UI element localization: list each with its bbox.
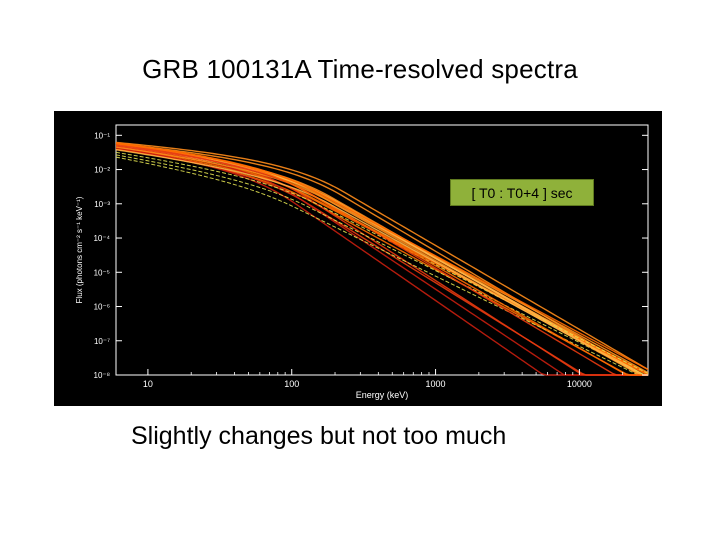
spectrum-line-20 bbox=[115, 145, 648, 376]
x-tick-label: 10000 bbox=[567, 379, 592, 389]
spectrum-line-21 bbox=[115, 148, 648, 376]
y-axis-label: Flux (photons cm⁻² s⁻¹ keV⁻¹) bbox=[75, 196, 84, 303]
x-axis: 10 100 1000 10000 bbox=[143, 369, 624, 389]
spectrum-line-7 bbox=[115, 141, 649, 370]
x-tick-label: 1000 bbox=[426, 379, 446, 389]
x-tick-label: 100 bbox=[284, 379, 299, 389]
x-axis-label: Energy (keV) bbox=[356, 390, 409, 400]
y-tick-label: 10⁻⁶ bbox=[94, 303, 110, 312]
y-tick-label: 10⁻² bbox=[94, 166, 110, 175]
spectrum-line-17 bbox=[115, 151, 649, 374]
spectrum-line-4 bbox=[115, 142, 648, 376]
plot-frame bbox=[115, 124, 649, 376]
spectrum-line-15 bbox=[115, 154, 649, 376]
slide-title: GRB 100131A Time-resolved spectra bbox=[142, 54, 578, 84]
y-tick-label: 10⁻⁴ bbox=[93, 234, 110, 243]
caption-text: Slightly changes but not too much bbox=[131, 422, 507, 450]
y-axis: 10⁻¹ 10⁻² 10⁻³ 10⁻⁴ 10⁻⁵ 10⁻⁶ 10⁻⁷ 10⁻⁸ bbox=[93, 131, 648, 380]
y-tick-label: 10⁻⁸ bbox=[94, 371, 111, 380]
y-tick-label: 10⁻³ bbox=[94, 200, 110, 209]
spectrum-line-22 bbox=[115, 143, 648, 376]
y-tick-label: 10⁻¹ bbox=[94, 131, 110, 140]
y-tick-label: 10⁻⁷ bbox=[94, 337, 110, 346]
x-tick-label: 10 bbox=[143, 379, 153, 389]
spectra-chart-svg: 10 100 1000 10000 10⁻¹10⁻²10⁻³10⁻⁴10⁻⁵10⁻⁶1… bbox=[75, 124, 649, 400]
y-tick-label: 10⁻⁵ bbox=[94, 268, 110, 277]
time-interval-label: [ T0 : T0+4 ] sec bbox=[450, 179, 594, 206]
spectra-plot: 10 100 1000 10000 10⁻¹ 10⁻² 10⁻³ 10⁻⁴ 10⁻⁵ 10⁻⁶ 1… bbox=[54, 111, 662, 406]
series-group bbox=[115, 141, 649, 376]
